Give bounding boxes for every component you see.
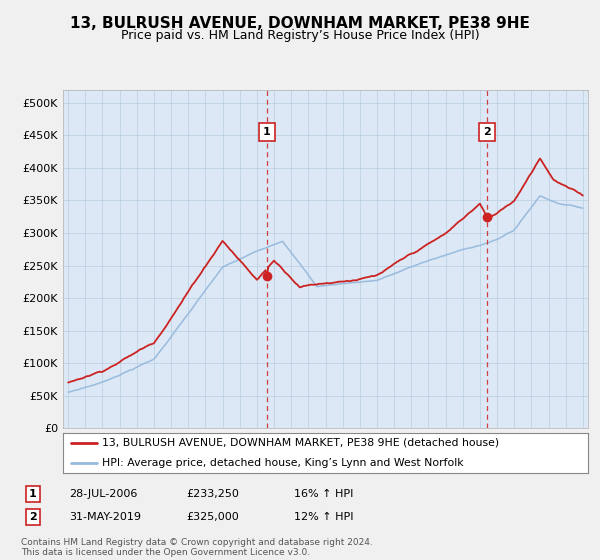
Text: 1: 1: [29, 489, 37, 499]
Text: 13, BULRUSH AVENUE, DOWNHAM MARKET, PE38 9HE: 13, BULRUSH AVENUE, DOWNHAM MARKET, PE38…: [70, 16, 530, 31]
Text: £325,000: £325,000: [186, 512, 239, 522]
Text: 1: 1: [263, 127, 271, 137]
Text: 12% ↑ HPI: 12% ↑ HPI: [294, 512, 353, 522]
Text: Price paid vs. HM Land Registry’s House Price Index (HPI): Price paid vs. HM Land Registry’s House …: [121, 29, 479, 42]
Text: 2: 2: [483, 127, 491, 137]
Text: 16% ↑ HPI: 16% ↑ HPI: [294, 489, 353, 499]
Text: 13, BULRUSH AVENUE, DOWNHAM MARKET, PE38 9HE (detached house): 13, BULRUSH AVENUE, DOWNHAM MARKET, PE38…: [103, 438, 499, 448]
Text: 31-MAY-2019: 31-MAY-2019: [69, 512, 141, 522]
Text: This data is licensed under the Open Government Licence v3.0.: This data is licensed under the Open Gov…: [21, 548, 310, 557]
Text: 2: 2: [29, 512, 37, 522]
Text: HPI: Average price, detached house, King’s Lynn and West Norfolk: HPI: Average price, detached house, King…: [103, 458, 464, 468]
Text: 28-JUL-2006: 28-JUL-2006: [69, 489, 137, 499]
Text: £233,250: £233,250: [186, 489, 239, 499]
Text: Contains HM Land Registry data © Crown copyright and database right 2024.: Contains HM Land Registry data © Crown c…: [21, 538, 373, 547]
